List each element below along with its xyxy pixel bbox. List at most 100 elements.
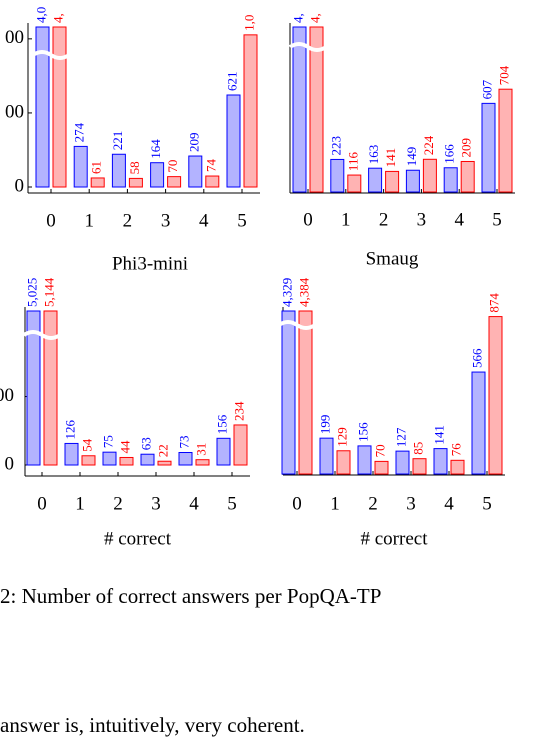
x-tick-label: 3 [151,493,161,514]
x-tick-label: 0 [303,209,313,230]
axis-break [277,320,317,330]
bar [336,450,351,475]
bar [422,158,437,193]
bar [481,102,496,193]
value-label: 70 [165,160,180,173]
value-label: 74 [203,159,218,173]
bar [52,26,67,188]
value-label: 4, [290,13,305,23]
bar [357,445,372,475]
bar [443,167,458,193]
bar [385,170,400,193]
bar [111,153,126,188]
bar [347,174,362,193]
value-label: 70 [372,444,387,457]
x-axis-label: # correct [104,528,172,549]
bar [488,316,503,475]
bar [102,451,117,466]
x-tick-label: 2 [379,209,389,230]
value-label: 874 [486,293,501,313]
value-label: 163 [366,145,381,165]
bar [226,94,241,188]
bar [157,460,172,466]
bar [43,310,58,466]
bar [319,437,334,475]
bar [178,452,193,466]
bar [374,460,389,475]
bar [188,155,203,188]
x-tick-label: 4 [199,210,209,231]
value-label: 209 [459,138,474,158]
bar [281,310,296,475]
x-tick-label: 2 [123,210,133,231]
value-label: 149 [404,147,419,167]
value-label: 44 [117,440,132,454]
chart-title: Smaug [366,248,419,269]
bar [150,162,165,188]
x-tick-label: 3 [406,493,416,514]
bar [90,177,105,188]
value-label: 58 [127,161,142,174]
x-tick-label: 1 [75,493,85,514]
bar [73,145,88,188]
x-tick-label: 4 [444,493,454,514]
bar [471,371,486,475]
x-tick-label: 3 [161,210,171,231]
x-tick-label: 4 [189,493,199,514]
value-label: 224 [421,135,436,155]
y-tick-label: 00 [0,385,14,406]
bar [433,448,448,475]
value-label: 61 [89,161,104,174]
x-tick-label: 3 [417,209,427,230]
value-label: 274 [72,122,87,142]
axis-break [288,42,328,52]
bar [412,458,427,475]
axis-break [31,50,71,60]
value-label: 156 [355,422,370,442]
bar [233,424,248,466]
bar [128,177,143,188]
bar [309,26,324,193]
x-tick-label: 5 [482,493,492,514]
x-tick-label: 1 [84,210,94,231]
x-tick-label: 5 [227,493,237,514]
bar [35,26,50,188]
value-label: 31 [193,443,208,456]
value-label: 234 [231,401,246,421]
value-label: 209 [186,133,201,153]
value-label: 607 [479,79,494,99]
bar [216,437,231,466]
value-label: 22 [155,444,170,457]
value-label: 5,025 [24,278,39,307]
bar [460,160,475,193]
value-label: 129 [334,427,349,447]
bar [26,310,41,466]
bar [140,453,155,466]
value-label: 223 [328,136,343,156]
bar [205,175,220,188]
bar [405,169,420,193]
caption: 2: Number of correct answers per PopQA-T… [0,584,381,608]
x-tick-label: 1 [341,209,351,230]
value-label: 1,0 [241,15,256,31]
value-label: 221 [110,131,125,150]
bar [64,442,79,466]
value-label: 704 [496,65,511,85]
bar [498,88,513,193]
bar [395,450,410,475]
bar [81,455,96,466]
value-label: 199 [317,415,332,435]
y-tick-label: 00 [5,27,24,48]
x-tick-label: 0 [46,210,56,231]
value-label: 76 [448,443,463,457]
value-label: 566 [469,348,484,368]
bar [119,456,134,466]
value-label: 156 [214,414,229,434]
value-label: 164 [148,139,163,159]
x-tick-label: 1 [330,493,340,514]
x-tick-label: 0 [292,493,302,514]
value-label: 141 [383,148,398,168]
chart-title: Phi3-mini [112,253,188,274]
x-tick-label: 0 [37,493,47,514]
value-label: 621 [224,72,239,92]
